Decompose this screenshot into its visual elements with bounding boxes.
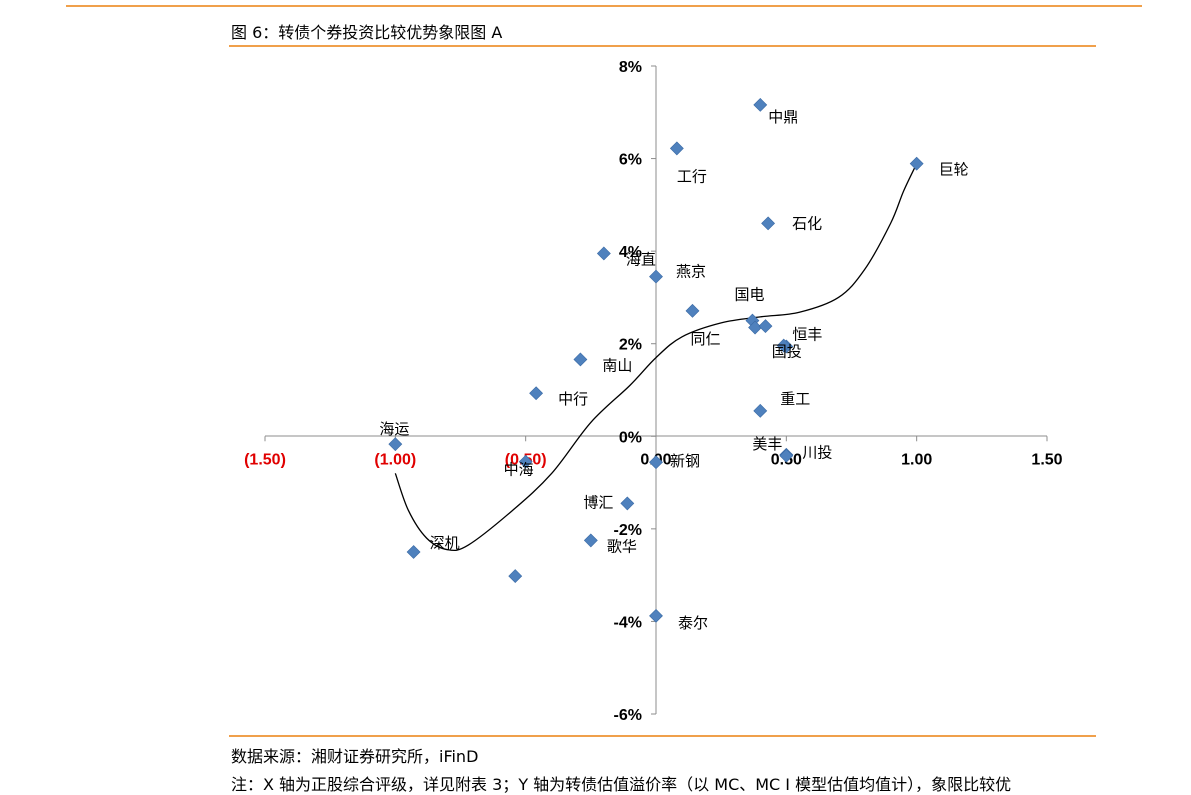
data-point (669, 141, 684, 156)
data-point (573, 352, 588, 367)
data-point (583, 533, 598, 548)
x-tick-label: 1.00 (901, 451, 932, 468)
data-point (518, 454, 533, 469)
point-label: 博汇 (583, 493, 613, 511)
y-tick-label: -4% (614, 614, 642, 631)
point-label: 美丰 (752, 435, 782, 453)
y-tick-label: -2% (614, 522, 642, 539)
y-tick-label: -6% (614, 707, 642, 724)
data-point (753, 97, 768, 112)
data-point (649, 608, 663, 623)
data-point (909, 156, 924, 171)
data-point (649, 269, 663, 284)
point-label: 泰尔 (678, 614, 708, 632)
data-point (685, 303, 700, 318)
data-points (388, 97, 924, 623)
point-label: 中海 (504, 461, 534, 479)
point-label: 恒丰 (792, 325, 822, 343)
data-point (388, 437, 403, 452)
point-label: 海直 (626, 250, 656, 268)
point-labels: 中鼎工行 巨轮石化海直燕京国电同仁 恒丰国投南山中行 重工海运美丰川投 新钢中海博汇歌华… (379, 108, 968, 632)
point-label: 深机 (430, 534, 460, 552)
point-label: 同仁 (690, 330, 720, 348)
point-label: 新钢 (670, 452, 700, 470)
data-point (596, 246, 611, 261)
point-label: 国电 (734, 286, 764, 304)
point-label: 石化 (792, 214, 822, 232)
figure-title: 图 6：转债个券投资比较优势象限图 A (231, 23, 503, 42)
figure-note: 注：X 轴为正股综合评级，详见附表 3；Y 轴为转债估值溢价率（以 MC、MC … (231, 775, 1012, 794)
point-label: 中行 (558, 390, 588, 408)
y-tick-label: 4% (619, 244, 642, 261)
point-label: 重工 (780, 390, 810, 408)
point-label: 巨轮 (939, 161, 969, 179)
data-point (779, 448, 794, 463)
x-tick-label: 1.50 (1031, 451, 1062, 468)
data-point (649, 455, 663, 470)
data-point (758, 319, 773, 334)
x-tick-label: (1.00) (374, 451, 416, 468)
point-label: 川投 (802, 444, 832, 462)
point-label: 海运 (379, 420, 409, 438)
data-point (406, 545, 421, 559)
point-label: 工行 (677, 167, 707, 185)
data-point (776, 338, 791, 353)
x-tick-label: (1.50) (244, 451, 286, 468)
y-tick-label: 6% (619, 152, 642, 169)
y-tick-label: 0% (619, 429, 642, 446)
point-label: 歌华 (607, 537, 637, 555)
data-point (508, 569, 523, 583)
top-divider (66, 5, 1142, 7)
data-point (753, 403, 768, 418)
data-source: 数据来源：湘财证券研究所，iFinD (231, 747, 479, 766)
y-tick-label: 2% (619, 337, 642, 354)
title-divider (229, 45, 1096, 47)
y-ticks: 8% 6% 4% 2% 0% -2% -4% -6% (614, 59, 656, 724)
point-label: 燕京 (676, 263, 706, 281)
point-label: 国投 (772, 343, 802, 361)
data-point (529, 386, 544, 401)
y-tick-label: 8% (619, 59, 642, 76)
data-point (761, 216, 776, 231)
data-point (620, 496, 635, 511)
point-label: 中鼎 (768, 108, 798, 126)
bottom-divider (229, 735, 1096, 737)
point-label: 南山 (602, 356, 632, 374)
trend-curve (394, 163, 918, 552)
